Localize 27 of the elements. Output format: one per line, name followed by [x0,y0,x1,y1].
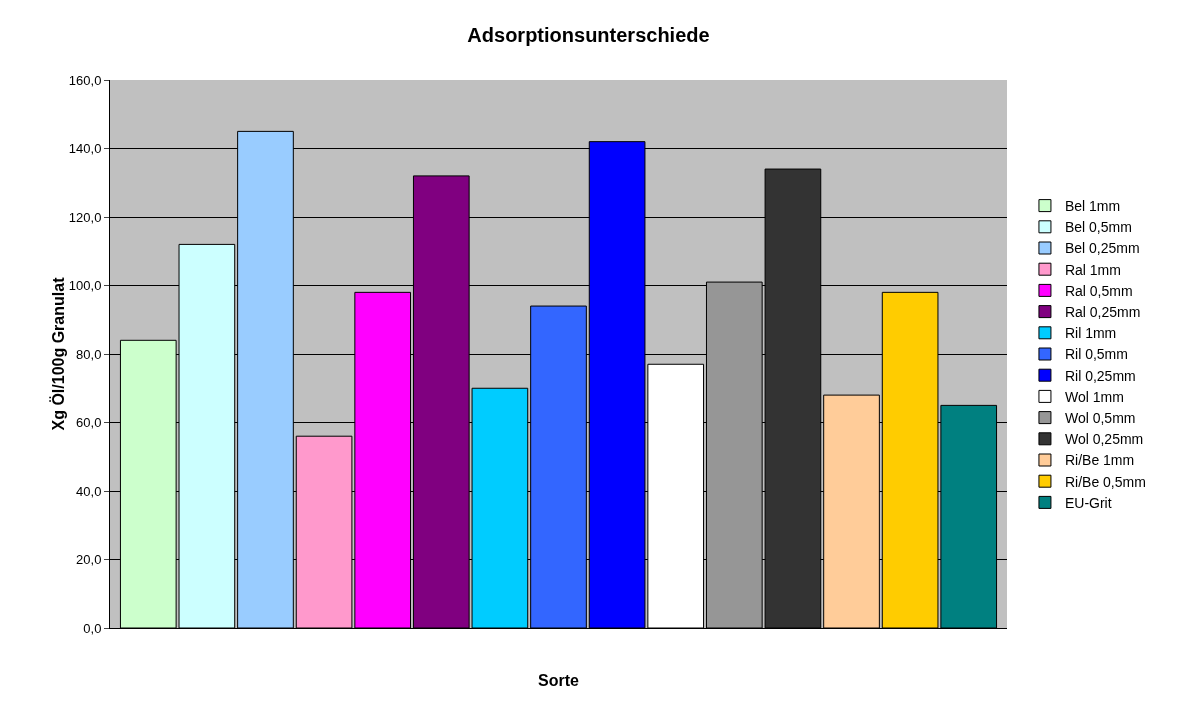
y-tick-label: 160,0 [68,72,102,88]
legend-label: Bel 0,25mm [1064,240,1140,257]
x-axis-title: Sorte [538,672,580,689]
legend-label: Ril 1mm [1064,325,1117,342]
legend-label: Ril 0,5mm [1064,346,1128,363]
legend-label: Ral 1mm [1064,261,1121,278]
legend-label: Bel 1mm [1064,198,1121,215]
y-tick-label: 100,0 [68,278,102,294]
y-tick-label: 60,0 [76,415,102,431]
legend-label: Wol 1mm [1064,388,1124,405]
legend-label: Ri/Be 0,5mm [1064,473,1146,490]
y-axis-title: Xg Öl/100g Granulat [48,276,67,431]
y-tick-label: 140,0 [68,141,102,157]
y-tick-label: 0,0 [83,620,102,636]
legend-label: Wol 0,5mm [1064,410,1136,427]
legend-label: Ral 0,25mm [1064,304,1141,321]
legend-label: Bel 0,5mm [1064,219,1132,236]
legend-label: Ri/Be 1mm [1064,452,1135,469]
y-tick-label: 40,0 [76,483,102,499]
chart-title: Adsorptionsunterschiede [467,24,710,47]
y-tick-label: 20,0 [76,552,102,568]
y-tick-label: 120,0 [68,209,102,225]
y-tick-label: 80,0 [76,346,102,362]
legend-label: Ril 0,25mm [1064,367,1136,384]
legend-label: Wol 0,25mm [1064,431,1144,448]
legend-label: EU-Grit [1064,494,1112,511]
legend-label: Ral 0,5mm [1064,282,1133,299]
